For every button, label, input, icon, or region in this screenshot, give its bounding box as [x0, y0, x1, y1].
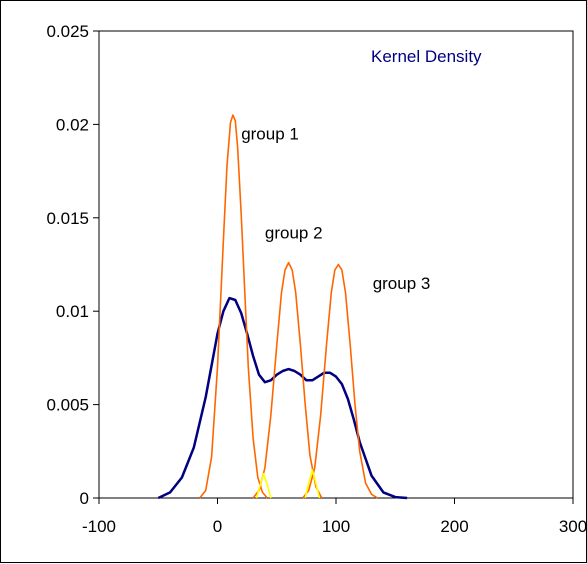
- y-tick-label: 0.005: [46, 396, 89, 415]
- series-line-kernel-density: [157, 296, 408, 500]
- series-layer: [157, 114, 408, 500]
- x-tick-label: 0: [213, 517, 222, 536]
- annotation-group-3: group 3: [373, 274, 431, 293]
- y-tick-label: 0.015: [46, 209, 89, 228]
- x-tick-label: 300: [559, 517, 587, 536]
- series-line-overlap-1-2: [255, 472, 272, 499]
- axis-layer: -100 0 100 200 300 0 0.005 0.01 0.015 0.02 0.025: [46, 22, 587, 536]
- x-tick-label: 100: [322, 517, 350, 536]
- series-line-group-2: [252, 261, 323, 499]
- x-tick-label: 200: [440, 517, 468, 536]
- series-line-group-3: [302, 263, 378, 499]
- annotation-layer: group 1 group 2 group 3: [241, 124, 430, 292]
- annotation-group-2: group 2: [265, 223, 323, 242]
- annotation-group-1: group 1: [241, 124, 299, 143]
- y-tick-label: 0.01: [56, 302, 89, 321]
- plot-area: [98, 30, 574, 499]
- series-line-group-1: [199, 114, 268, 499]
- y-tick-label: 0.025: [46, 22, 89, 41]
- y-tick-label: 0.02: [56, 115, 89, 134]
- x-tick-label: -100: [82, 517, 116, 536]
- y-tick-label: 0: [80, 489, 89, 508]
- series-line-overlap-2-3: [304, 469, 321, 499]
- legend-label: Kernel Density: [371, 47, 482, 66]
